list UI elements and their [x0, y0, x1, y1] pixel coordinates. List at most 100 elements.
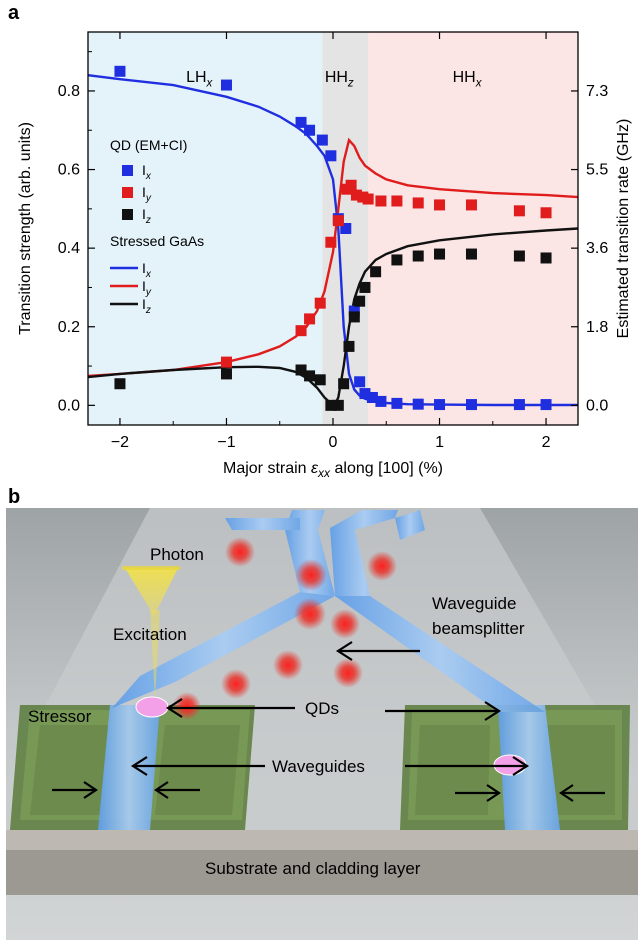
point-Ix — [340, 223, 352, 234]
point-Ix — [316, 134, 328, 146]
point-Iz — [314, 374, 326, 386]
y2-axis-label: Estimated transition rate (GHz) — [615, 119, 632, 339]
annotation-arrows — [52, 641, 605, 802]
y-tick-label: 0.6 — [58, 162, 80, 179]
waveguide-right — [330, 510, 560, 830]
point-Iz — [412, 250, 424, 262]
y-tick-label: 0.2 — [58, 319, 80, 336]
stressor-label: Stressor — [28, 707, 92, 726]
region-label-HHz: HHz — [325, 69, 354, 89]
qd-data-points — [114, 65, 552, 411]
y2-tick-label: 0.0 — [586, 397, 608, 414]
legend-label-point-Iy: Iy — [142, 184, 152, 204]
point-Iz — [359, 281, 371, 293]
x-tick-label: −2 — [111, 434, 129, 451]
excitation-source — [122, 566, 180, 570]
point-Iy — [391, 195, 403, 207]
axes: −2 −1 0 1 2 0.0 0.2 0.4 0.6 0.8 0.0 1.8 3.6 5.5 7.3 Maj… — [17, 31, 632, 480]
point-Iz — [304, 370, 316, 382]
substrate-top — [6, 830, 638, 850]
point-Iy — [332, 215, 344, 227]
waveguide-beamsplitter-label-line1: Waveguide — [432, 594, 516, 613]
point-Ix — [348, 305, 360, 317]
curve-Iy — [87, 137, 579, 378]
y2-tick-label: 3.6 — [586, 240, 608, 257]
y-tick-label: 0.8 — [58, 83, 80, 100]
y2-tick-label: 5.5 — [586, 162, 608, 179]
photons — [173, 537, 397, 720]
point-Iy — [362, 193, 374, 205]
point-Iy — [350, 189, 362, 201]
qds-label: QDs — [305, 699, 339, 718]
legend-label-curve-Iz: Iz — [142, 296, 151, 316]
point-Iy — [304, 313, 316, 325]
legend-label-point-Ix: Ix — [142, 162, 152, 182]
point-Iz — [354, 295, 366, 307]
qd-left — [135, 696, 169, 718]
point-Iy — [375, 195, 387, 207]
point-Iz — [540, 252, 552, 264]
panel-a-letter: a — [8, 2, 20, 24]
legend-swatch-point-Iy — [122, 187, 133, 198]
point-Iz — [465, 248, 477, 260]
point-Ix — [434, 399, 446, 411]
point-Iz — [220, 368, 232, 380]
point-Ix — [354, 376, 366, 388]
point-Ix — [366, 391, 378, 403]
point-Iz — [295, 364, 307, 376]
point-Ix — [304, 124, 316, 136]
y-axis-label: Transition strength (arb. units) — [17, 122, 34, 335]
x-axis-label: Major strain εxx along [100] (%) — [223, 460, 443, 480]
point-Ix — [412, 398, 424, 410]
point-Iy — [434, 199, 446, 211]
region-LHx — [88, 32, 323, 425]
substrate-label: Substrate and cladding layer — [205, 859, 421, 878]
x-tick-label: 0 — [329, 434, 338, 451]
point-Ix — [513, 399, 525, 411]
panel-b-letter: b — [8, 486, 21, 508]
y-tick-label: 0.4 — [58, 240, 80, 257]
point-Ix — [114, 65, 126, 77]
x-tick-label: −1 — [217, 434, 235, 451]
point-Iy — [465, 199, 477, 211]
point-Iz — [391, 254, 403, 266]
point-Iy — [540, 207, 552, 219]
point-Ix — [465, 399, 477, 411]
x-tick-label: 1 — [435, 434, 444, 451]
excitation-beam — [125, 568, 178, 616]
legend-swatch-point-Ix — [122, 165, 133, 176]
strain-chart: LHx HHz HHx −2 −1 0 1 2 0.0 0.2 0.4 0.6 0.8 0.0 1.8 3.… — [17, 31, 632, 480]
legend-qd-title: QD (EM+CI) — [110, 137, 187, 153]
point-Ix — [220, 79, 232, 91]
point-Iz — [338, 378, 350, 390]
point-Iz — [114, 378, 126, 390]
point-Iz — [332, 399, 344, 411]
legend-swatch-point-Iz — [122, 209, 133, 220]
point-Ix — [375, 395, 387, 407]
point-Ix — [391, 397, 403, 409]
point-Iy — [295, 325, 307, 337]
point-Iy — [412, 197, 424, 209]
point-Iy — [345, 179, 357, 191]
point-Ix — [295, 116, 307, 128]
point-Iy — [325, 236, 337, 248]
legend-label-point-Iz: Iz — [142, 206, 151, 226]
waveguide-beamsplitter-label-line2: beamsplitter — [432, 619, 525, 638]
point-Ix — [359, 388, 371, 400]
point-Iy — [314, 297, 326, 309]
excitation-column — [150, 610, 160, 700]
point-Iz — [325, 399, 337, 411]
point-Iz — [348, 311, 360, 323]
legend-label-curve-Iy: Iy — [142, 278, 152, 298]
point-Ix — [540, 399, 552, 411]
point-Iy — [220, 356, 232, 368]
region-label-HHx: HHx — [453, 69, 483, 89]
waveguides-label: Waveguides — [272, 757, 365, 776]
point-Iy — [513, 205, 525, 217]
y2-tick-label: 7.3 — [586, 83, 608, 100]
point-Iz — [513, 250, 525, 262]
photon-label: Photon — [150, 545, 204, 564]
y-tick-label: 0.0 — [58, 397, 80, 414]
